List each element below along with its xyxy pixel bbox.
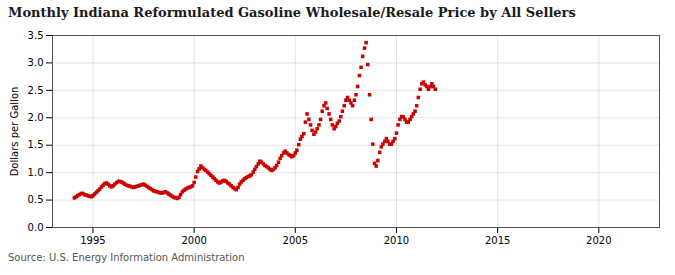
svg-text:0.0: 0.0 [28,222,44,233]
svg-text:2020: 2020 [586,235,611,246]
svg-text:2.5: 2.5 [28,85,44,96]
svg-text:2005: 2005 [283,235,308,246]
svg-text:2000: 2000 [181,235,206,246]
html-text:Monthly Indiana Reformulated G: Monthly Indiana Reformulated Gasoline Wh… [8,5,576,20]
svg-text:3.5: 3.5 [28,30,44,41]
svg-text:0.5: 0.5 [28,194,44,205]
svg-text:2010: 2010 [384,235,409,246]
svg-text:3.0: 3.0 [28,57,44,68]
svg-text:Dollars per Gallon: Dollars per Gallon [9,87,20,177]
svg-text:1.0: 1.0 [28,167,44,178]
svg-text:1.5: 1.5 [28,139,44,150]
svg-text:1995: 1995 [80,235,105,246]
svg-text:2015: 2015 [485,235,510,246]
html-text:Source: U.S. Energy Informatio: Source: U.S. Energy Information Administ… [8,252,245,263]
svg-text:2.0: 2.0 [28,112,44,123]
